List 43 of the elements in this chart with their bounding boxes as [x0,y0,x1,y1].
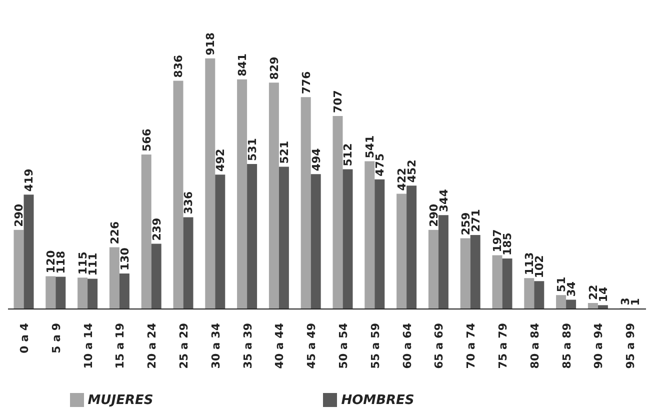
x-tick-label: 85 a 89 [560,323,574,369]
x-tick-label: 35 a 39 [241,323,254,369]
x-tick-label: 80 a 84 [528,322,542,369]
data-label: 776 [300,70,313,94]
x-tick-label: 25 a 29 [177,323,190,369]
x-tick-label: 55 a 59 [368,323,382,369]
x-tick-label: 30 a 34 [209,322,222,369]
data-label: 512 [342,143,355,166]
x-tick-label: 90 a 94 [592,322,606,369]
data-label: 531 [246,138,260,162]
x-tick-label: 15 a 19 [114,323,127,369]
data-label: 290 [12,204,26,227]
data-label: 185 [501,232,514,256]
data-label: 118 [54,250,68,274]
x-tick-label: 95 a 99 [624,323,638,369]
x-tick-label: 75 a 79 [496,323,510,369]
x-tick-label: 65 a 69 [432,323,446,369]
x-tick-label: 45 a 49 [305,323,318,369]
legend-label: HOMBRES [341,393,414,408]
data-label: 829 [268,56,281,80]
data-label: 226 [108,220,122,244]
legend-label: MUJERES [88,393,154,408]
data-label: 918 [204,32,218,56]
x-tick-label: 5 a 9 [50,323,63,354]
x-tick-label: 20 a 24 [146,322,159,369]
data-label: 102 [533,255,546,278]
x-tick-label: 0 a 4 [18,322,31,354]
data-label: 419 [22,168,36,192]
data-label: 841 [236,53,250,76]
x-tick-label: 60 a 64 [400,322,414,369]
data-label: 566 [140,128,154,152]
data-label: 239 [150,218,164,241]
data-label: 492 [214,148,228,172]
data-label: 130 [118,247,132,271]
x-tick-label: 50 a 54 [336,322,350,369]
x-tick-label: 10 a 14 [82,322,95,369]
data-label: 494 [310,148,323,172]
x-tick-label: 40 a 44 [273,322,286,369]
data-label: 521 [278,140,291,164]
data-label: 707 [332,90,345,113]
data-label: 836 [172,54,186,78]
x-tick-label: 70 a 74 [464,322,478,369]
data-label: 336 [182,190,196,214]
